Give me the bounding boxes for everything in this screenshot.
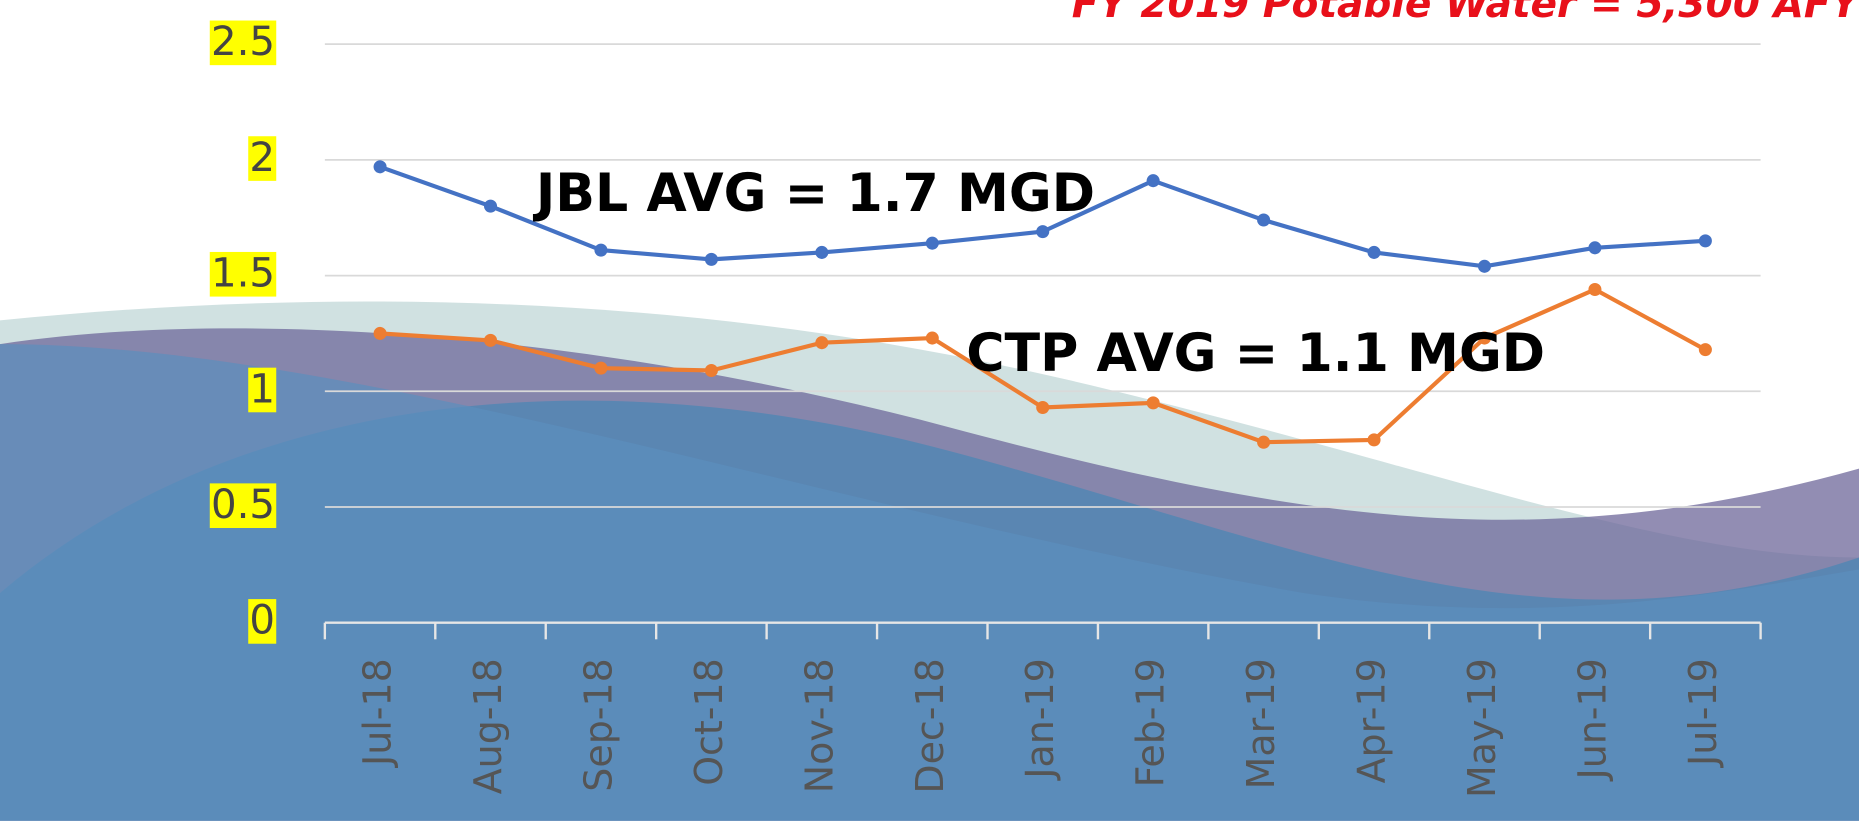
data-point — [594, 361, 608, 375]
x-tick-label: Dec-18 — [908, 658, 952, 793]
background-waves — [0, 301, 1859, 821]
x-tick-label: Oct-18 — [687, 658, 731, 786]
data-point — [483, 199, 498, 213]
data-point — [1257, 213, 1271, 227]
x-tick-label: May-19 — [1460, 658, 1504, 798]
data-point — [815, 245, 829, 259]
tick-highlight — [209, 20, 277, 66]
data-point — [373, 326, 387, 340]
tick-highlight — [248, 599, 277, 644]
annotation: JBL AVG = 1.7 MGD — [533, 164, 1095, 224]
data-point — [1146, 396, 1160, 410]
x-tick-label: Nov-18 — [797, 658, 841, 793]
data-point — [704, 252, 718, 266]
annotation: CTP AVG = 1.1 MGD — [966, 324, 1545, 384]
data-point — [925, 236, 939, 250]
data-point — [1036, 225, 1050, 239]
data-point — [1477, 259, 1492, 273]
data-point — [925, 331, 939, 345]
data-point — [373, 160, 387, 174]
x-tick-label: Feb-19 — [1129, 658, 1173, 787]
x-tick-label: Jan-19 — [1018, 658, 1062, 780]
x-tick-label: Sep-18 — [576, 658, 620, 791]
data-point — [483, 333, 498, 347]
x-tick-label: Apr-19 — [1350, 658, 1394, 783]
data-point — [1698, 234, 1712, 248]
tick-highlight — [248, 136, 277, 181]
x-tick-label: Jun-19 — [1570, 658, 1614, 781]
y-tick-label: 2.5 — [211, 18, 275, 65]
x-tick-label: Jul-18 — [356, 658, 400, 768]
data-point — [1477, 331, 1492, 345]
data-point — [1367, 245, 1381, 259]
data-point — [594, 243, 608, 257]
data-point — [1588, 241, 1602, 255]
y-tick-label: 0.5 — [211, 481, 275, 528]
data-point — [1588, 282, 1602, 296]
data-point — [1257, 435, 1271, 449]
y-tick-label: 1 — [249, 365, 275, 412]
data-point — [704, 363, 718, 377]
data-point — [815, 336, 829, 350]
x-tick-label: Aug-18 — [466, 658, 510, 794]
tick-highlight — [248, 367, 277, 413]
data-point — [1367, 433, 1381, 447]
y-tick-label: 2 — [249, 134, 275, 181]
x-tick-label: Mar-19 — [1239, 658, 1283, 789]
x-tick-label: Jul-19 — [1681, 658, 1725, 768]
data-point — [1036, 400, 1050, 415]
tick-highlight — [209, 483, 277, 529]
y-tick-label: 1.5 — [211, 250, 275, 297]
tick-highlight — [209, 251, 277, 297]
y-tick-label: 0 — [249, 597, 275, 644]
data-point — [1146, 174, 1160, 188]
chart-title: FY 2019 Potable Water = 5,300 AFY — [1072, 0, 1859, 27]
data-point — [1698, 343, 1712, 357]
